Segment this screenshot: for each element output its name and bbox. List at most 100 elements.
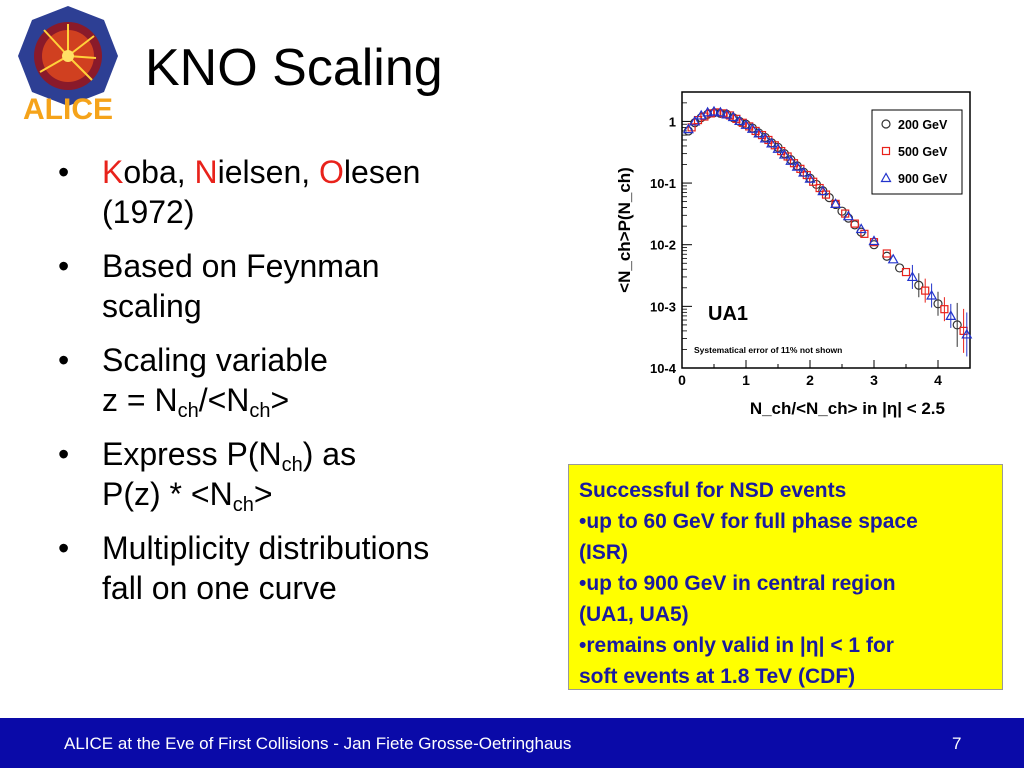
alice-logo: ALICE [18, 6, 118, 124]
footer-text: ALICE at the Eve of First Collisions - J… [64, 734, 572, 753]
bullet-feynman: • Based on Feynman scaling [58, 246, 528, 326]
y-tick-label: 10-1 [650, 176, 676, 191]
bullet-text: Multiplicity distributions [102, 530, 430, 566]
formula-part: P(z) * <N [102, 476, 233, 512]
bullet-dot: • [58, 530, 70, 566]
data-point [882, 249, 891, 258]
formula-part: ) as [302, 436, 357, 472]
info-line: (UA1, UA5) [579, 603, 689, 626]
formula-sub: ch [281, 454, 303, 476]
data-point [901, 267, 911, 277]
data-point [855, 223, 867, 234]
data-point [817, 185, 829, 196]
y-tick-label: 1 [669, 114, 676, 129]
ua1-annotation: UA1 [708, 303, 748, 325]
data-point [753, 127, 765, 138]
text-oba: oba, [123, 154, 195, 190]
bullet-express: • Express P(Nch) as P(z) * <Nch> [58, 434, 528, 516]
bullet-kno-authors: • Koba, Nielsen, Olesen (1972) [58, 152, 528, 232]
bullet-dot: • [58, 154, 70, 190]
data-point [830, 198, 842, 208]
info-line: soft events at 1.8 TeV (CDF) [579, 665, 856, 688]
data-point [785, 155, 797, 165]
data-point [791, 160, 803, 171]
data-point [842, 210, 854, 221]
data-point [798, 166, 810, 177]
text-ielsen: ielsen, [217, 154, 320, 190]
data-point [778, 148, 790, 159]
legend-label: 500 GeV [898, 145, 948, 159]
data-point [682, 123, 694, 134]
data-point [887, 253, 899, 264]
data-point [721, 108, 733, 119]
logo-text: ALICE [23, 93, 113, 124]
data-point [868, 235, 880, 246]
data-point [945, 310, 957, 321]
x-tick-label: 3 [870, 372, 878, 388]
data-point [906, 271, 918, 282]
legend-marker [881, 146, 891, 156]
bullet-text: Scaling variable [102, 342, 328, 378]
bullet-dot: • [58, 248, 70, 284]
bullet-text: scaling [102, 288, 202, 324]
data-point [702, 106, 714, 117]
legend-label: 200 GeV [898, 118, 948, 132]
footer-bar: ALICE at the Eve of First Collisions - J… [0, 718, 1024, 768]
bullet-dot: • [58, 436, 70, 472]
logo-center [62, 50, 74, 62]
data-point [734, 115, 746, 125]
legend [871, 109, 963, 195]
data-point [740, 119, 752, 129]
info-box: Successful for NSD events •up to 60 GeV … [568, 464, 1003, 690]
data-point [804, 172, 816, 183]
info-line: •up to 900 GeV in central region [579, 572, 896, 595]
x-axis-label: N_ch/<N_ch> in |η| < 2.5 [750, 399, 945, 418]
bullet-multiplicity: • Multiplicity distributions fall on one… [58, 528, 528, 608]
info-line: (ISR) [579, 541, 628, 564]
bullet-list: • Koba, Nielsen, Olesen (1972) • Based o… [58, 152, 528, 622]
bullet-text: Based on Feynman [102, 248, 380, 284]
x-tick-label: 4 [934, 372, 942, 388]
letter-k: K [102, 154, 124, 190]
kno-scaling-chart: 0 1 2 3 4 10-4 10-3 10-2 10-1 1 <N_ch>P(N_ch) N_c… [615, 91, 973, 418]
data-point [961, 328, 973, 339]
y-tick-label: 10-3 [650, 299, 676, 314]
data-point [940, 305, 949, 314]
y-axis-label: <N_ch>P(N_ch) [615, 167, 634, 293]
data-point [914, 280, 924, 290]
bullet-scaling-variable: • Scaling variable z = Nch/<Nch> [58, 340, 528, 421]
legend-label: 900 GeV [898, 172, 948, 186]
legend-marker [880, 172, 892, 183]
x-tick-label: 1 [742, 372, 750, 388]
letter-o: O [319, 154, 344, 190]
data-point [766, 137, 778, 148]
data-point [727, 111, 739, 122]
bullet-text: fall on one curve [102, 570, 337, 606]
formula-part: /<N [198, 382, 250, 418]
data-point [706, 109, 715, 118]
data-point [772, 143, 784, 153]
data-point [850, 219, 859, 228]
text-lesen: lesen [343, 154, 421, 190]
formula-part: > [253, 476, 273, 512]
y-tick-label: 10-4 [650, 361, 677, 376]
legend-marker [881, 119, 891, 129]
data-point [708, 105, 720, 116]
x-tick-label: 0 [678, 372, 686, 388]
data-point [714, 106, 726, 117]
formula-part: z = N [102, 382, 178, 418]
formula-part: > [270, 382, 290, 418]
data-point [952, 320, 962, 330]
info-line: Successful for NSD events [579, 479, 847, 502]
page-number: 7 [952, 734, 962, 753]
y-tick-label: 10-2 [650, 238, 676, 253]
data-point [746, 123, 758, 133]
systematics-note: Systematical error of 11% not shown [694, 345, 842, 355]
data-point [895, 263, 905, 273]
text-year: (1972) [102, 194, 195, 230]
data-point [759, 132, 771, 143]
data-point [926, 289, 938, 300]
info-line: •remains only valid in |η| < 1 for [579, 634, 894, 657]
formula-sub: ch [232, 494, 254, 516]
data-point [921, 286, 930, 295]
